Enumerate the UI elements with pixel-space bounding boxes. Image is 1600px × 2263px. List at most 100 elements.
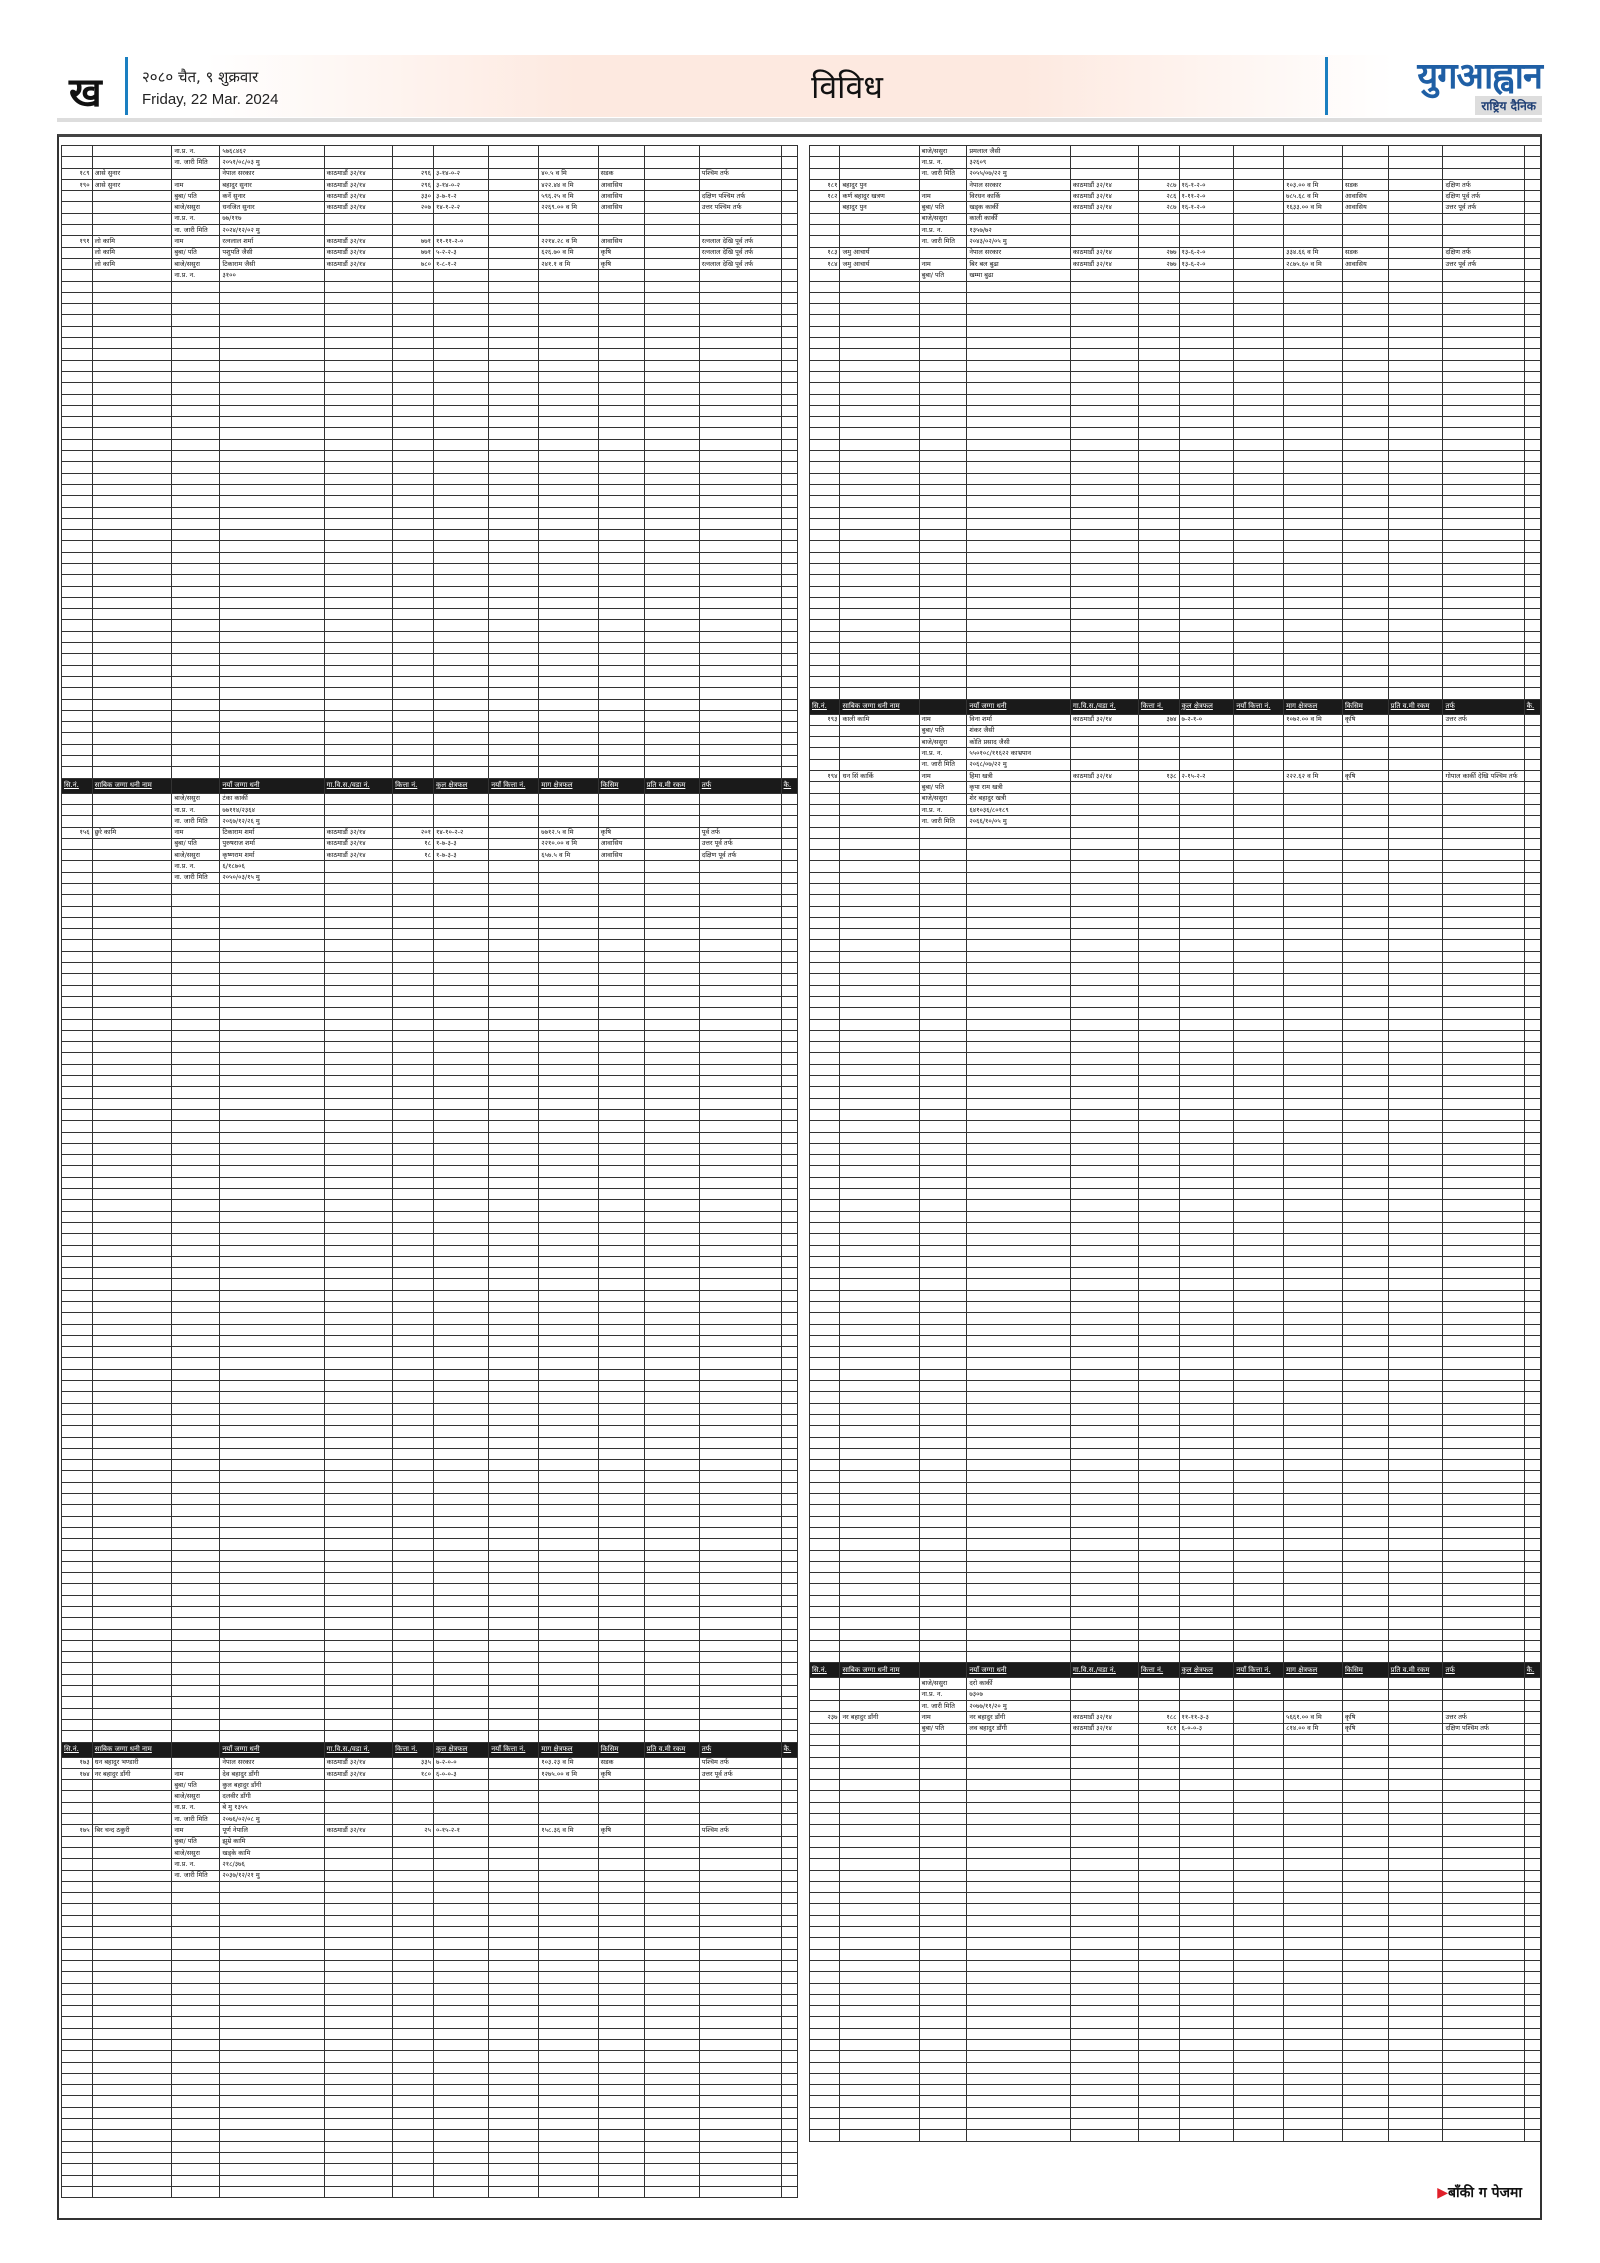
table-cell [433,721,490,734]
table-cell [392,962,435,975]
table-cell [219,2005,325,2018]
table-cell [839,235,920,248]
table-row [61,1959,799,1973]
table-cell [698,178,782,192]
table-cell [538,2151,599,2165]
table-cell [1442,1481,1525,1495]
table-cell [780,1289,799,1302]
table-cell [538,732,599,745]
table-cell [61,1029,93,1043]
table-cell [918,303,968,316]
table-cell [918,1914,968,1928]
table-cell: २२१४.२८ व मि [538,235,599,248]
table-row [61,1903,799,1916]
table-cell [1178,1617,1235,1630]
table-cell [1137,1391,1180,1404]
table-cell [433,1312,490,1325]
table-cell [1069,1063,1139,1077]
table-cell [1387,849,1444,862]
table-cell [1523,167,1542,180]
table-cell [780,642,799,655]
table-cell [1523,1255,1542,1269]
table-cell [1387,348,1444,361]
table-cell [433,871,490,885]
table-cell: १८३ [808,246,841,259]
column-header: कै. [1523,698,1542,715]
table-cell [597,1835,645,1848]
table-cell [61,1380,93,1393]
table-cell [839,1041,920,1054]
table-cell [1178,1221,1235,1235]
column-header: नयाँ जग्गा धनी [966,1662,1071,1679]
table-cell [808,551,841,564]
table-cell [698,325,782,339]
table-cell: १-११-२-० [1178,190,1235,203]
table-cell [392,1504,435,1517]
table-cell [323,2050,394,2063]
table-cell [966,1835,1071,1848]
table-cell [597,1221,645,1235]
table-cell [61,2084,93,2097]
table-cell [488,1346,540,1359]
table-cell [839,736,920,749]
table-cell [643,1154,700,1167]
table-cell [780,393,799,406]
table-cell [1233,1813,1285,1826]
table-cell [433,1959,490,1973]
table-row [808,837,1542,851]
table-cell [1069,1007,1139,1020]
table-cell [1283,916,1343,930]
table-cell [643,1120,700,1133]
table-cell [698,1617,782,1630]
table-row [808,1334,1542,1348]
table-cell [219,894,325,907]
table-cell [698,404,782,418]
table-cell [1523,1790,1542,1803]
table-cell [323,359,394,372]
table-cell [1341,1892,1389,1905]
table-cell [219,1526,325,1540]
table-cell [433,1357,490,1370]
table-cell [1341,1880,1389,1894]
table-cell [91,928,173,941]
table-cell [1442,1413,1525,1427]
table-cell [1233,1560,1285,1574]
table-cell [219,1018,325,1031]
table-cell [1233,736,1285,749]
table-cell [1137,1481,1180,1495]
table-cell [61,1504,93,1517]
table-cell [488,1779,540,1792]
table-cell [1178,1425,1235,1438]
table-row: ना.प्र. न. ५७६८४६२ [61,144,799,158]
table-cell [643,1628,700,1641]
table-cell [1178,562,1235,576]
table-cell: ना.प्र. न. [171,212,221,226]
table-cell [488,1233,540,1246]
table-cell [1442,1300,1525,1314]
table-cell [1523,664,1542,677]
table-cell [1137,619,1180,632]
table-cell [392,1346,435,1359]
table-cell [1387,1993,1444,2007]
table-cell [488,1937,540,1950]
table-cell [61,1959,93,1973]
table-cell [597,224,645,237]
table-cell [597,495,645,508]
table-cell [1233,1892,1285,1905]
table-cell [597,585,645,598]
table-cell [323,506,394,519]
table-cell [61,1594,93,1608]
table-cell [91,1549,173,1562]
table-cell [1523,1971,1542,1984]
table-cell [1442,653,1525,666]
table-cell [488,1926,540,1939]
table-cell [839,939,920,952]
table-cell [1341,653,1389,666]
table-cell [1341,562,1389,576]
table-cell: नाम [918,713,968,726]
table-row [808,1549,1542,1562]
table-cell [698,950,782,964]
table-cell [91,1334,173,1348]
table-cell: बाजे/ससुरा [171,1846,221,1860]
table-cell [1442,837,1525,851]
